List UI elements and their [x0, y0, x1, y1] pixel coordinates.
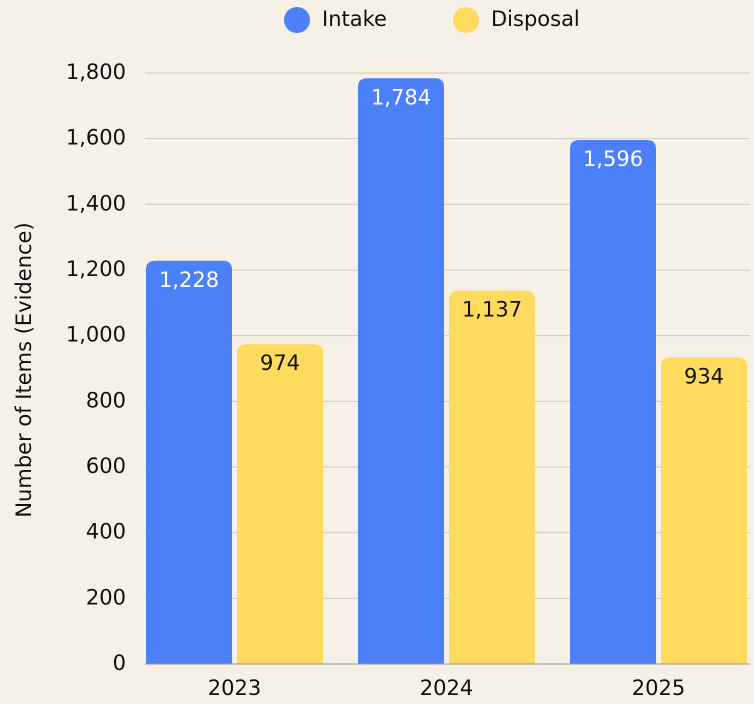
- y-tick-label: 400: [86, 520, 126, 544]
- legend-swatch: [284, 7, 310, 33]
- x-tick-label: 2024: [420, 676, 473, 700]
- y-tick-label: 1,400: [66, 191, 126, 215]
- legend-label: Intake: [322, 7, 387, 31]
- value-label: 1,784: [371, 85, 431, 109]
- x-tick-label: 2025: [632, 676, 685, 700]
- legend-label: Disposal: [491, 7, 580, 31]
- value-label: 1,228: [159, 268, 219, 292]
- y-tick-label: 1,200: [66, 257, 126, 281]
- value-label: 934: [684, 364, 724, 388]
- bar: [358, 78, 444, 664]
- x-tick-label: 2023: [208, 676, 261, 700]
- bar: [449, 290, 535, 664]
- value-label: 1,596: [583, 147, 643, 171]
- value-label: 974: [260, 351, 300, 375]
- bar: [570, 139, 656, 665]
- y-tick-label: 800: [86, 388, 126, 412]
- bar: [661, 357, 747, 664]
- y-tick-label: 200: [86, 585, 126, 609]
- y-tick-label: 1,600: [66, 126, 126, 150]
- value-label: 1,137: [462, 298, 522, 322]
- y-axis-label: Number of Items (Evidence): [12, 222, 36, 517]
- bar: [237, 344, 323, 664]
- y-tick-label: 1,000: [66, 323, 126, 347]
- y-tick-label: 0: [113, 651, 126, 675]
- bar: [146, 260, 232, 664]
- y-tick-label: 600: [86, 454, 126, 478]
- y-tick-label: 1,800: [66, 60, 126, 84]
- legend-swatch: [453, 7, 479, 33]
